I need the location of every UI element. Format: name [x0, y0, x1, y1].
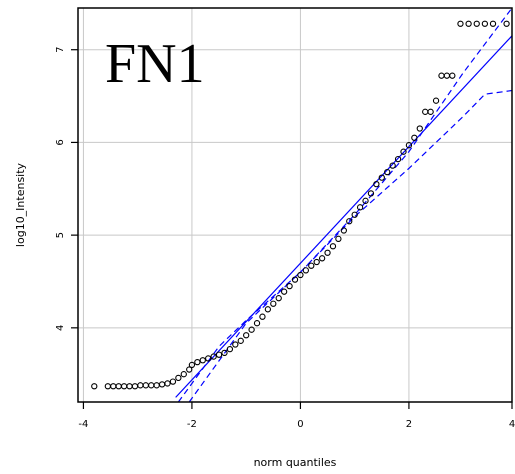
data-point: [335, 235, 342, 242]
x-tick-label: 2: [406, 419, 412, 430]
data-point: [384, 168, 391, 176]
data-point: [253, 320, 261, 327]
data-point: [422, 108, 429, 115]
data-points: [91, 20, 510, 390]
confidence-band-lower: [188, 89, 513, 403]
data-point: [115, 383, 122, 390]
data-point: [324, 249, 331, 256]
data-point: [346, 218, 353, 225]
data-point: [356, 204, 364, 211]
data-point: [186, 366, 193, 373]
data-point: [473, 20, 480, 27]
data-point: [313, 258, 320, 266]
reference-line: [175, 35, 513, 398]
confidence-band: [177, 7, 513, 403]
data-point: [188, 361, 196, 369]
data-point: [164, 380, 171, 387]
data-point: [362, 197, 369, 204]
data-point: [280, 288, 288, 295]
data-point: [148, 382, 155, 389]
data-point: [158, 381, 166, 388]
data-point: [443, 72, 451, 79]
data-point: [194, 358, 201, 366]
data-point: [438, 72, 445, 79]
data-point: [270, 300, 277, 307]
data-point: [199, 357, 206, 364]
data-point: [226, 346, 234, 353]
data-point: [416, 125, 423, 132]
data-point: [291, 276, 299, 283]
x-tick-label: 0: [297, 419, 303, 430]
grid-lines: [78, 8, 512, 402]
data-point: [432, 97, 440, 104]
data-point: [411, 134, 418, 141]
data-point: [237, 337, 244, 344]
data-point: [215, 351, 223, 358]
data-point: [169, 378, 177, 385]
data-point: [180, 371, 187, 378]
data-point: [449, 72, 456, 79]
plot-frame: [77, 7, 513, 403]
x-tick-label: 4: [509, 419, 515, 430]
fit-line: [175, 35, 513, 398]
data-point: [481, 20, 489, 27]
chart-title: FN1: [105, 33, 205, 95]
data-point: [427, 108, 434, 115]
data-point: [91, 383, 98, 390]
data-point: [351, 211, 358, 218]
data-point: [302, 267, 309, 274]
data-point: [142, 382, 149, 389]
data-point: [503, 20, 510, 27]
data-point: [308, 262, 315, 269]
data-point: [378, 174, 385, 181]
y-axis-title: log10_Intensity: [14, 162, 27, 247]
data-point: [489, 20, 497, 27]
y-tick-label: 5: [55, 232, 66, 238]
data-point: [232, 341, 239, 348]
data-point: [457, 20, 464, 27]
data-point: [405, 142, 413, 149]
data-point: [329, 243, 337, 250]
data-point: [248, 326, 255, 333]
data-point: [340, 227, 347, 234]
axes: -4 -2 0 2 4 4 5 6 7: [55, 47, 515, 430]
data-point: [297, 271, 304, 279]
y-tick-label: 7: [55, 47, 66, 53]
data-point: [389, 162, 396, 169]
data-point: [153, 382, 160, 389]
data-point: [175, 374, 182, 382]
data-point: [318, 255, 326, 262]
y-tick-label: 4: [55, 325, 66, 331]
data-point: [259, 313, 266, 320]
data-point: [110, 383, 117, 390]
y-tick-label: 6: [55, 139, 66, 145]
data-point: [205, 355, 212, 362]
data-point: [264, 306, 272, 313]
data-point: [120, 383, 128, 390]
data-point: [465, 20, 472, 27]
data-point: [275, 295, 282, 302]
data-point: [286, 282, 293, 290]
data-point: [221, 349, 228, 357]
data-point: [126, 383, 133, 390]
x-tick-label: -2: [187, 419, 197, 430]
x-tick-label: -4: [78, 419, 88, 430]
data-point: [400, 148, 407, 155]
data-point: [243, 332, 250, 339]
confidence-band-upper: [177, 7, 513, 403]
data-point: [373, 180, 380, 188]
data-point: [210, 353, 217, 360]
data-point: [104, 383, 111, 390]
data-point: [137, 382, 144, 389]
data-point: [367, 190, 375, 197]
x-axis-title: norm quantiles: [254, 456, 337, 469]
data-point: [131, 383, 139, 390]
data-point: [394, 155, 402, 163]
